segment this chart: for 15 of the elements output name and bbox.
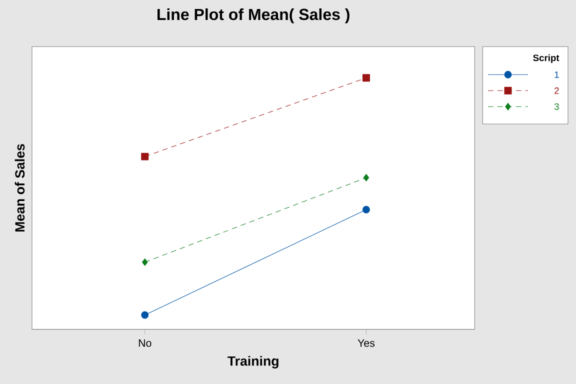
point — [362, 74, 370, 82]
point — [363, 174, 370, 182]
point — [141, 152, 149, 160]
point — [142, 258, 148, 266]
text: 1 — [554, 71, 559, 78]
text: 3 — [554, 103, 559, 110]
y-axis-title: Mean of Sales — [14, 144, 25, 232]
point — [141, 311, 149, 319]
x-axis-title: Training — [228, 356, 278, 368]
legend-title: Script — [533, 54, 560, 64]
point — [362, 206, 370, 214]
x-tick-label: No — [138, 339, 152, 347]
text: 2 — [554, 87, 559, 94]
x-tick-label: Yes — [358, 339, 375, 347]
chart-title: Line Plot of Mean( Sales ) — [158, 8, 350, 24]
